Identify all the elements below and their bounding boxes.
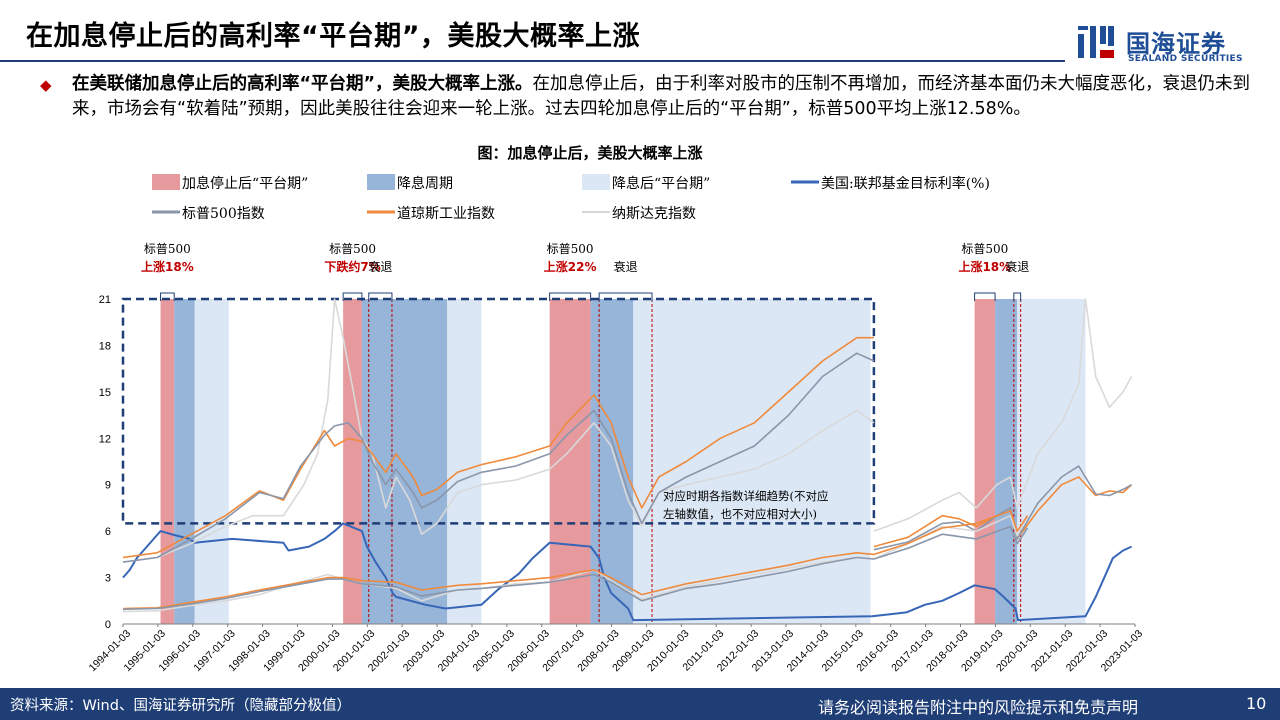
y-tick-label: 3: [105, 573, 111, 585]
footer-disclaimer: 请务必阅读报告附注中的风险提示和免责声明: [818, 698, 1139, 717]
annotation-recession-label: 衰退: [368, 259, 392, 274]
period-band: [633, 299, 871, 624]
company-logo: 国海证券 SEALAND SECURITIES: [1076, 22, 1266, 66]
annotation-bracket: [549, 292, 592, 301]
legend-item: 降息周期: [367, 174, 453, 192]
legend-label: 纳斯达克指数: [612, 206, 696, 222]
legend-item: 纳斯达克指数: [582, 206, 696, 222]
legend-label: 美国:联邦基金目标利率(%): [821, 175, 990, 192]
annotation-bracket: [160, 292, 175, 301]
series-line: [122, 352, 875, 563]
page-number: 10: [1246, 694, 1267, 713]
period-band: [160, 299, 175, 624]
figure-title: 图：加息停止后，美股大概率上涨: [477, 144, 703, 162]
footer-bar: 资料来源：Wind、国海证券研究所（隐藏部分极值） 请务必阅读报告附注中的风险提…: [0, 688, 1280, 720]
y-tick-label: 9: [105, 480, 111, 492]
legend-item: 道琼斯工业指数: [367, 206, 495, 222]
annotation-label: 标普500: [144, 242, 191, 256]
page-title: 在加息停止后的高利率“平台期”，美股大概率上涨: [26, 21, 640, 52]
annotation-value: 上涨18%: [141, 259, 194, 274]
annotation-recession-label: 衰退: [614, 259, 638, 274]
period-band: [974, 299, 996, 624]
index-trend-box: [121, 297, 876, 525]
bullet-body: 在加息停止后，由于利率对股市的压制不再增加，而经济基本面仍未大幅度恶化，衰退仍未…: [72, 74, 1251, 119]
annotation-label: 标普500: [547, 242, 594, 256]
annotation-recession-label: 衰退: [1005, 259, 1029, 274]
y-tick-label: 21: [99, 294, 111, 306]
legend-item: 美国:联邦基金目标利率(%): [791, 175, 990, 192]
series-line: [873, 298, 1133, 532]
bullet-diamond-icon: ◆: [40, 76, 52, 94]
period-band: [343, 299, 362, 624]
legend-label: 降息后“平台期”: [612, 175, 710, 192]
annotation-value: 上涨22%: [544, 259, 597, 274]
legend-swatch: [582, 174, 610, 190]
annotation-bracket: [342, 292, 363, 301]
box-note-line2: 左轴数值，也不对应相对大小): [663, 507, 817, 521]
period-band: [590, 299, 634, 624]
logo-name-en: SEALAND SECURITIES: [1128, 54, 1243, 64]
y-tick-label: 15: [99, 387, 111, 399]
y-tick-label: 0: [105, 619, 111, 631]
series-line: [122, 298, 875, 563]
logo-mark-icon: [1078, 26, 1114, 58]
annotation-bracket: [368, 292, 393, 301]
annotation-bracket: [1013, 292, 1022, 301]
period-band: [549, 299, 591, 624]
legend-item: 标普500指数: [152, 206, 265, 222]
period-band: [995, 299, 1018, 624]
annotation-value: 下跌约7%: [324, 259, 380, 274]
annotation-label: 标普500: [329, 242, 376, 256]
period-band: [447, 299, 482, 624]
bullet-paragraph: 在美联储加息停止后的高利率“平台期”，美股大概率上涨。在加息停止后，由于利率对股…: [72, 72, 1252, 122]
period-band: [174, 299, 195, 624]
period-band: [194, 299, 229, 624]
period-band: [361, 299, 448, 624]
logo-name-cn: 国海证券: [1126, 30, 1226, 58]
series-line: [122, 336, 874, 559]
period-band: [1017, 299, 1086, 624]
series-line: [122, 522, 1133, 622]
legend-label: 标普500指数: [182, 206, 265, 222]
legend-label: 加息停止后“平台期”: [182, 175, 308, 192]
legend-label: 降息周期: [397, 175, 453, 192]
box-note-line1: 对应时期各指数详细趋势(不对应: [663, 489, 829, 503]
annotation-value: 上涨18%: [958, 259, 1011, 274]
y-tick-label: 12: [99, 433, 111, 445]
legend-item: 加息停止后“平台期”: [152, 174, 308, 192]
annotation-label: 标普500: [961, 242, 1008, 256]
series-line: [122, 525, 1029, 611]
legend-swatch: [152, 174, 180, 190]
y-tick-label: 18: [99, 340, 111, 352]
series-line: [873, 465, 1132, 551]
legend-item: 降息后“平台期”: [582, 174, 710, 192]
bullet-lead: 在美联储加息停止后的高利率“平台期”，美股大概率上涨。: [72, 74, 533, 94]
footer-source: 资料来源：Wind、国海证券研究所（隐藏部分极值）: [10, 698, 351, 714]
annotation-bracket: [974, 292, 996, 301]
annotation-bracket: [598, 292, 653, 301]
legend-swatch: [367, 174, 395, 190]
rate-stock-chart: 0369121518211994-01-031995-01-031996-01-…: [87, 174, 1145, 674]
y-tick-label: 6: [105, 526, 111, 538]
title-underline: [0, 60, 1065, 62]
series-line: [122, 510, 1029, 610]
legend-label: 道琼斯工业指数: [397, 206, 495, 222]
